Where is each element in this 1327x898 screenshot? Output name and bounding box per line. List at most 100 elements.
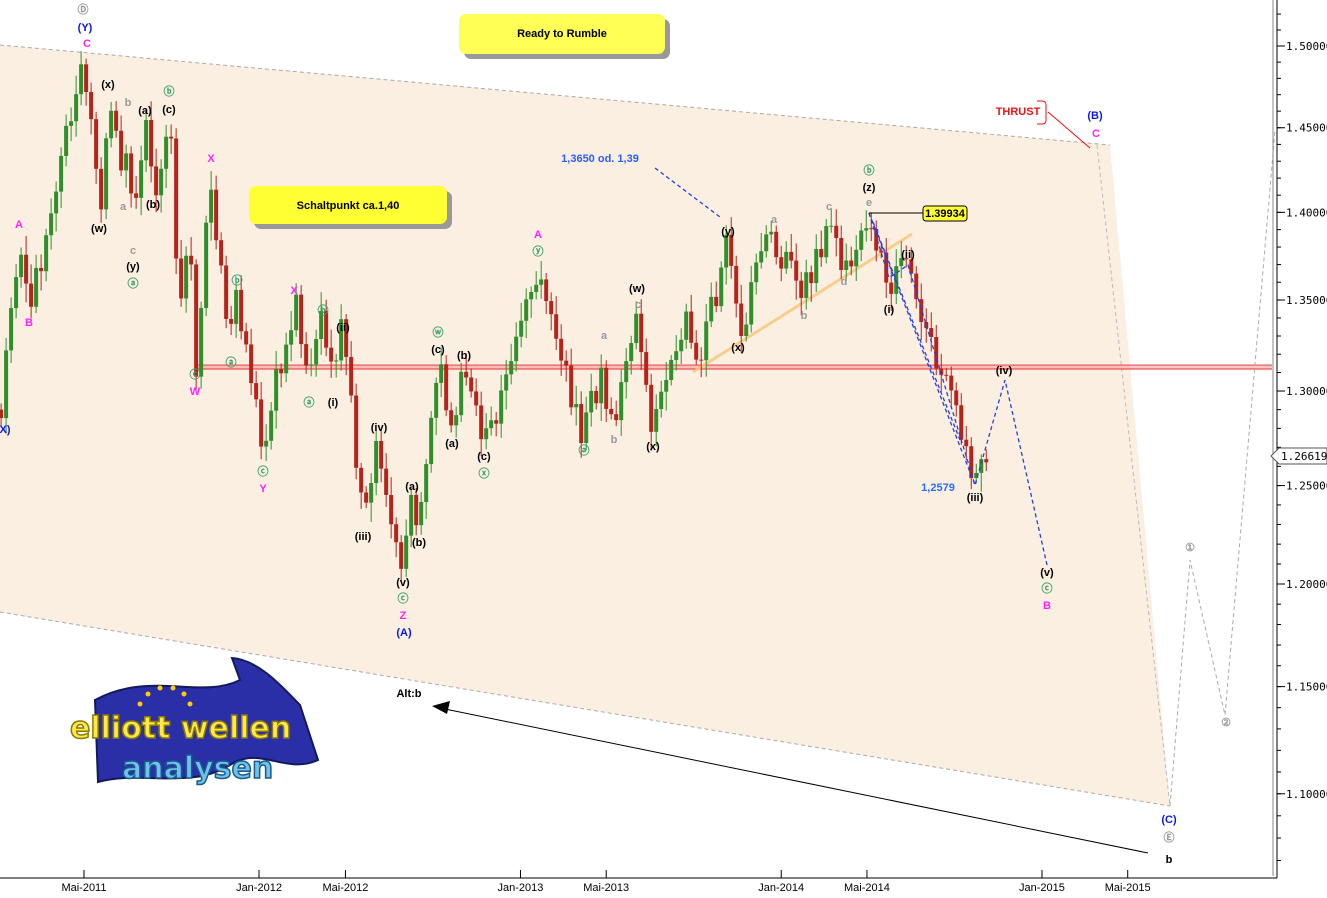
candle (809, 265, 814, 302)
candle (169, 124, 174, 155)
candle-body (909, 259, 914, 274)
wave-label: a (601, 330, 608, 342)
wave-label: (ii) (901, 249, 915, 261)
candle-body (259, 399, 264, 447)
x-tick-label: Mai-2011 (61, 882, 106, 894)
wave-label: (iv) (996, 365, 1013, 377)
candle-body (974, 472, 979, 479)
candle (734, 255, 739, 318)
candle-body (54, 191, 59, 214)
candle (104, 132, 109, 220)
candle (64, 114, 69, 167)
candle-body (634, 313, 639, 344)
candle (979, 454, 984, 492)
candle (454, 406, 459, 438)
candle (444, 355, 449, 417)
wave-label: ⓑ (164, 84, 175, 98)
candle (714, 281, 719, 313)
thrust-annotation: THRUST (996, 100, 1091, 149)
candle (364, 486, 369, 509)
candle (24, 235, 29, 303)
candle (489, 406, 494, 436)
candle-body (844, 260, 849, 271)
candle (424, 458, 429, 519)
candle (464, 353, 469, 386)
candle (604, 360, 609, 423)
candle (594, 385, 599, 410)
wave-label: (b) (146, 199, 160, 211)
channel-lower-line (0, 611, 1171, 807)
candle-body (484, 428, 489, 440)
candle-body (24, 254, 29, 284)
candle-body (369, 483, 374, 503)
wave-label: Y (259, 483, 267, 495)
wave-label: b (1166, 854, 1173, 866)
candle (784, 241, 789, 274)
candle-body (59, 155, 64, 192)
candle-body (769, 231, 774, 235)
candle-body (659, 391, 664, 410)
candle (559, 324, 564, 376)
candle-body (299, 294, 304, 345)
candle-body (124, 153, 129, 171)
candle (699, 347, 704, 378)
wave-label: ⓐ (128, 276, 139, 290)
wave-label: d (841, 276, 848, 288)
candle-body (624, 361, 629, 383)
candle-body (754, 262, 759, 283)
candle-body (684, 311, 689, 340)
wave-label: (iv) (371, 422, 388, 434)
candle (294, 283, 299, 337)
candle (529, 286, 534, 318)
wave-label: e (866, 197, 872, 209)
candle (574, 385, 579, 426)
wave-label: ⓑ (318, 303, 329, 317)
candle-body (724, 234, 729, 268)
wave-label: ① (1185, 542, 1195, 554)
candle-body (784, 251, 789, 269)
candle-body (419, 501, 424, 526)
candle-body (874, 228, 879, 251)
candle-body (794, 260, 799, 281)
candle-body (164, 136, 169, 169)
wave-label: ⓑ (232, 273, 243, 287)
candle-body (664, 379, 669, 392)
candle (199, 301, 204, 389)
candle-body (599, 367, 604, 404)
candle (904, 245, 909, 268)
candle (619, 369, 624, 436)
candle-body (559, 338, 564, 361)
candle-body (919, 299, 924, 323)
candle-body (529, 292, 534, 300)
candle-body (9, 308, 14, 351)
candle-body (289, 330, 294, 345)
candle-body (364, 492, 369, 503)
candle-body (629, 343, 634, 362)
candle (504, 359, 509, 410)
candle-body (699, 359, 704, 361)
candle (374, 428, 379, 496)
candle-body (174, 138, 179, 259)
candle-body (824, 226, 829, 258)
candle (894, 249, 899, 304)
wave-label: C (83, 38, 91, 50)
candle (154, 148, 159, 213)
candle (179, 239, 184, 307)
candle (909, 247, 914, 284)
candle (629, 335, 634, 375)
candle (414, 488, 419, 536)
candle (554, 296, 559, 350)
wave-label: X (207, 153, 215, 165)
candle-body (984, 459, 989, 463)
wave-label: ⓒ (1042, 581, 1053, 595)
wave-label: B (25, 317, 33, 329)
wave-label: ⓑ (864, 163, 875, 177)
candle (719, 261, 724, 312)
wave-label: X (290, 285, 298, 297)
low-note: 1,2579 (921, 482, 955, 494)
candle-body (79, 64, 84, 95)
candle (189, 236, 194, 281)
candle (864, 210, 869, 242)
candle (949, 366, 954, 408)
candle (239, 275, 244, 340)
